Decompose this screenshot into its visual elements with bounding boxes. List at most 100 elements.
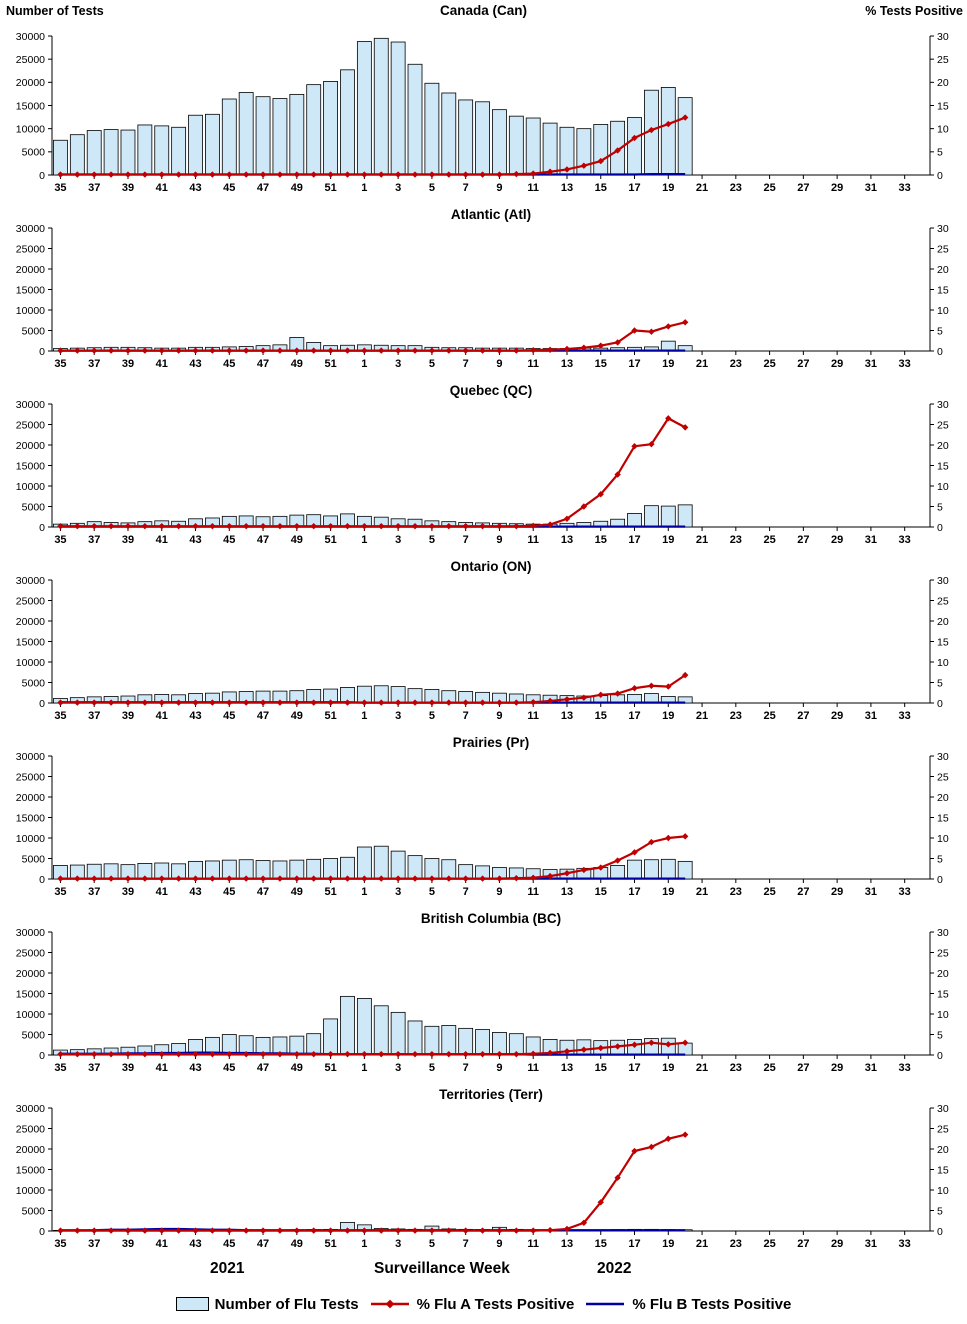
svg-text:0: 0 xyxy=(937,1050,943,1062)
svg-text:31: 31 xyxy=(865,710,877,722)
svg-text:3: 3 xyxy=(395,1238,401,1250)
svg-text:19: 19 xyxy=(662,886,674,898)
svg-text:1: 1 xyxy=(361,1238,367,1250)
svg-text:30000: 30000 xyxy=(16,927,45,939)
right-axis-title: % Tests Positive xyxy=(865,4,963,18)
svg-text:15: 15 xyxy=(595,710,607,722)
chart-panel-british-columbia-bc: British Columbia (BC)0500010000150002000… xyxy=(0,906,967,1082)
svg-text:20000: 20000 xyxy=(16,440,45,452)
svg-text:0: 0 xyxy=(39,170,45,182)
x-axis-title: Surveillance Week xyxy=(374,1260,510,1278)
svg-text:13: 13 xyxy=(561,358,573,370)
svg-text:9: 9 xyxy=(496,358,502,370)
svg-text:23: 23 xyxy=(730,182,742,194)
svg-text:5: 5 xyxy=(937,677,943,689)
svg-text:3: 3 xyxy=(395,1062,401,1074)
svg-text:43: 43 xyxy=(189,886,201,898)
svg-text:25: 25 xyxy=(763,1062,775,1074)
svg-text:39: 39 xyxy=(122,1238,134,1250)
svg-text:7: 7 xyxy=(463,182,469,194)
svg-text:0: 0 xyxy=(39,1226,45,1238)
svg-text:35: 35 xyxy=(54,886,66,898)
svg-text:1: 1 xyxy=(361,534,367,546)
svg-text:19: 19 xyxy=(662,1062,674,1074)
svg-text:10000: 10000 xyxy=(16,833,45,845)
svg-text:10: 10 xyxy=(937,657,949,669)
svg-text:33: 33 xyxy=(899,710,911,722)
svg-text:29: 29 xyxy=(831,1062,843,1074)
svg-text:0: 0 xyxy=(39,522,45,534)
svg-text:45: 45 xyxy=(223,1062,235,1074)
svg-text:25: 25 xyxy=(763,886,775,898)
svg-text:27: 27 xyxy=(797,710,809,722)
svg-text:11: 11 xyxy=(527,534,539,546)
x-axis-footer: 2021 Surveillance Week 2022 xyxy=(0,1258,967,1284)
svg-text:27: 27 xyxy=(797,1238,809,1250)
svg-text:23: 23 xyxy=(730,358,742,370)
svg-text:45: 45 xyxy=(223,182,235,194)
svg-text:19: 19 xyxy=(662,182,674,194)
svg-text:0: 0 xyxy=(39,874,45,886)
svg-text:43: 43 xyxy=(189,358,201,370)
svg-text:35: 35 xyxy=(54,534,66,546)
svg-text:20: 20 xyxy=(937,792,949,804)
flu-b-line-swatch-icon xyxy=(584,1297,626,1311)
svg-text:29: 29 xyxy=(831,1238,843,1250)
svg-text:15000: 15000 xyxy=(16,636,45,648)
svg-text:10: 10 xyxy=(937,123,949,135)
svg-text:5: 5 xyxy=(429,1238,435,1250)
svg-text:15: 15 xyxy=(937,460,949,472)
svg-text:33: 33 xyxy=(899,358,911,370)
svg-text:51: 51 xyxy=(324,710,336,722)
flu-a-line-swatch-icon xyxy=(369,1297,411,1311)
svg-text:35: 35 xyxy=(54,358,66,370)
svg-text:3: 3 xyxy=(395,358,401,370)
svg-text:19: 19 xyxy=(662,1238,674,1250)
svg-text:10000: 10000 xyxy=(16,1009,45,1021)
svg-text:20: 20 xyxy=(937,1144,949,1156)
axes xyxy=(52,228,930,351)
svg-text:41: 41 xyxy=(156,182,168,194)
svg-text:49: 49 xyxy=(291,886,303,898)
svg-text:20: 20 xyxy=(937,264,949,276)
svg-text:47: 47 xyxy=(257,182,269,194)
svg-text:30: 30 xyxy=(937,31,949,43)
svg-text:5000: 5000 xyxy=(22,325,46,337)
chart-panel-prairies-pr: Prairies (Pr)050001000015000200002500030… xyxy=(0,730,967,906)
svg-text:41: 41 xyxy=(156,1062,168,1074)
svg-text:3: 3 xyxy=(395,534,401,546)
svg-text:30000: 30000 xyxy=(16,575,45,587)
svg-text:25: 25 xyxy=(937,1123,949,1135)
svg-text:25: 25 xyxy=(763,358,775,370)
svg-text:13: 13 xyxy=(561,182,573,194)
legend-tests-label: Number of Flu Tests xyxy=(215,1296,359,1313)
svg-text:Ontario (ON): Ontario (ON) xyxy=(451,559,532,574)
svg-text:9: 9 xyxy=(496,710,502,722)
svg-text:25: 25 xyxy=(763,710,775,722)
svg-text:11: 11 xyxy=(527,1062,539,1074)
svg-text:20000: 20000 xyxy=(16,1144,45,1156)
svg-text:7: 7 xyxy=(463,710,469,722)
svg-text:25: 25 xyxy=(937,54,949,66)
svg-text:15: 15 xyxy=(937,1164,949,1176)
svg-text:17: 17 xyxy=(628,534,640,546)
svg-text:30000: 30000 xyxy=(16,751,45,763)
legend-flu-b-label: % Flu B Tests Positive xyxy=(632,1296,791,1313)
svg-text:30000: 30000 xyxy=(16,31,45,43)
svg-text:0: 0 xyxy=(937,170,943,182)
svg-text:39: 39 xyxy=(122,886,134,898)
svg-text:7: 7 xyxy=(463,1062,469,1074)
svg-text:5: 5 xyxy=(937,325,943,337)
svg-text:17: 17 xyxy=(628,358,640,370)
svg-text:25: 25 xyxy=(937,947,949,959)
svg-text:33: 33 xyxy=(899,886,911,898)
svg-text:31: 31 xyxy=(865,534,877,546)
svg-text:31: 31 xyxy=(865,182,877,194)
svg-text:10: 10 xyxy=(937,305,949,317)
svg-text:25000: 25000 xyxy=(16,54,45,66)
svg-text:10: 10 xyxy=(937,481,949,493)
svg-text:10000: 10000 xyxy=(16,305,45,317)
svg-text:15: 15 xyxy=(595,1238,607,1250)
svg-text:25000: 25000 xyxy=(16,771,45,783)
